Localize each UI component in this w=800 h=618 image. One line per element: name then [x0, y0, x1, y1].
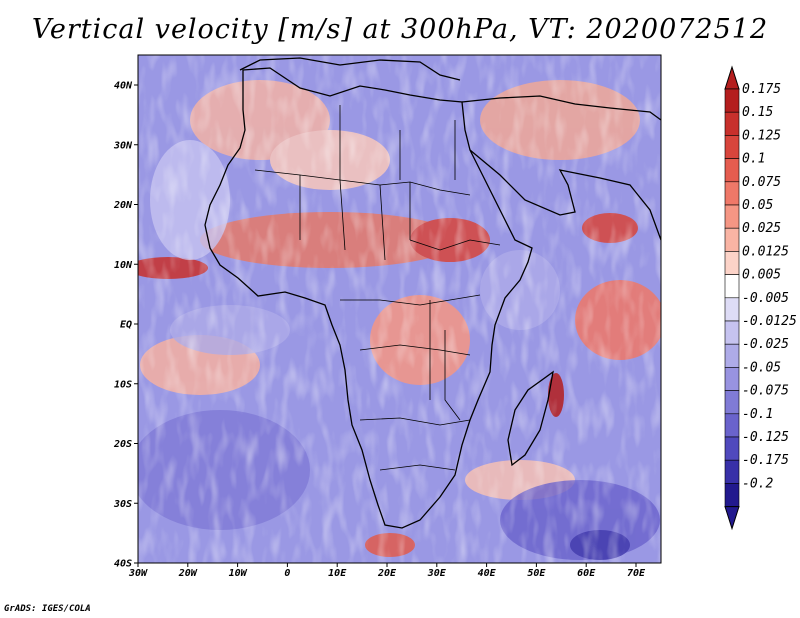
colorbar-label: -0.175	[742, 453, 789, 468]
colorbar-label: 0.15	[742, 105, 773, 120]
field-texture	[138, 55, 661, 563]
lon-tick-label: 20E	[377, 568, 397, 579]
lat-tick-label: 30S	[113, 499, 132, 510]
longitude-axis: 30W 20W 10W 0 10E 20E 30E 40E 50E 60E 70E	[128, 563, 646, 579]
colorbar-label: -0.125	[742, 430, 789, 445]
colorbar-label: 0.075	[742, 175, 781, 190]
lon-tick-label: 70E	[627, 568, 646, 579]
lon-tick-label: 60E	[577, 568, 596, 579]
colorbar-label: 0.1	[742, 152, 765, 167]
colorbar-swatch	[724, 227, 740, 252]
colorbar-swatch	[724, 135, 740, 159]
colorbar-swatch	[724, 343, 740, 368]
colorbar-top-arrow	[724, 65, 740, 90]
lat-tick-label: EQ	[120, 320, 132, 331]
map-frame	[137, 54, 662, 564]
colorbar-label: -0.025	[742, 337, 789, 352]
colorbar-swatch	[724, 320, 740, 345]
colorbar-swatch	[724, 297, 740, 322]
lat-tick-label: 40N	[114, 81, 133, 92]
colorbar-label: 0.005	[742, 268, 781, 283]
colorbar-bottom-arrow	[724, 506, 740, 531]
lon-tick-label: 30W	[128, 568, 148, 579]
latitude-axis: 40N 30N 20N 10N EQ 10S 20S 30S 40S	[113, 81, 138, 570]
colorbar-swatch	[724, 459, 740, 484]
colorbar-label: 0.125	[742, 128, 781, 143]
colorbar-swatch	[724, 251, 740, 275]
colorbar-swatch	[724, 274, 740, 299]
lon-tick-label: 0	[284, 568, 290, 579]
map-plot-area	[138, 55, 661, 563]
colorbar-label: 0.175	[742, 82, 781, 97]
colorbar-label: -0.005	[742, 291, 789, 306]
colorbar-label: -0.05	[742, 360, 781, 375]
lon-tick-label: 50E	[527, 568, 546, 579]
colorbar-swatch	[724, 436, 740, 461]
colorbar-swatch	[724, 413, 740, 438]
lon-tick-label: 30E	[427, 568, 447, 579]
lon-tick-label: 10E	[328, 568, 347, 579]
colorbar-swatch	[724, 367, 740, 391]
colorbar-label: 0.0125	[742, 244, 789, 259]
lat-tick-label: 20S	[113, 439, 132, 450]
lat-tick-label: 10S	[114, 379, 132, 390]
colorbar-swatch	[724, 88, 740, 113]
colorbar-label: 0.05	[742, 198, 773, 213]
colorbar-swatch	[724, 204, 740, 229]
country-borders	[254, 105, 501, 471]
coastlines	[204, 57, 661, 529]
lat-tick-label: 40S	[114, 559, 132, 570]
colorbar-swatch	[724, 111, 740, 136]
map-title: Vertical velocity [m/s] at 300hPa, VT: 2…	[31, 14, 769, 45]
colorbar-label: -0.2	[742, 476, 773, 491]
colorbar-label: -0.075	[742, 384, 789, 399]
lat-tick-label: 10N	[114, 260, 133, 271]
lat-tick-label: 30N	[113, 140, 133, 151]
lon-tick-label: 40E	[478, 568, 497, 579]
colorbar-label: 0.025	[742, 221, 781, 236]
colorbar-swatch	[724, 483, 740, 507]
colorbar-label: -0.1	[742, 407, 773, 422]
lon-tick-label: 10W	[229, 568, 248, 579]
colorbar-swatch	[724, 158, 740, 183]
lat-tick-label: 20N	[113, 200, 133, 211]
colorbar-label: -0.0125	[742, 314, 797, 329]
colorbar-swatch	[724, 181, 740, 206]
grads-credit: GrADS: IGES/COLA	[4, 604, 91, 614]
colorbar: 0.175 0.15 0.125 0.1 0.075 0.05 0.025 0.0125 0.0…	[724, 65, 797, 531]
colorbar-swatch	[724, 390, 740, 415]
lon-tick-label: 20W	[178, 568, 198, 579]
